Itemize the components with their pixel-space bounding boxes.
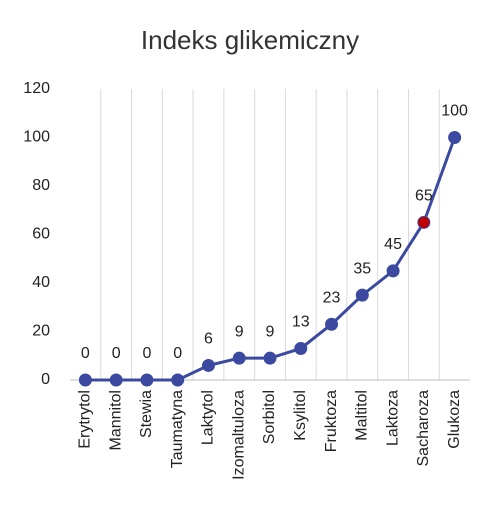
marker [201,358,215,372]
data-label: 6 [204,331,213,348]
marker [171,373,185,387]
data-label: 0 [81,345,90,362]
y-tick-label: 60 [32,226,50,243]
y-tick-label: 40 [32,274,50,291]
x-tick-label: Taumatyna [169,390,186,468]
data-label: 13 [292,314,310,331]
marker [78,373,92,387]
data-label: 0 [173,345,182,362]
y-tick-label: 100 [23,129,50,146]
x-tick-label: Izomaltuloza [230,390,247,480]
marker [325,317,339,331]
x-tick-label: Laktoza [384,390,401,446]
data-label: 100 [441,103,468,120]
marker [109,373,123,387]
x-tick-label: Stewia [138,390,155,438]
y-tick-label: 120 [23,80,50,97]
data-label: 65 [415,188,433,205]
data-label: 0 [112,345,121,362]
x-tick-label: Erytrytol [77,390,94,449]
x-tick-label: Glukoza [446,390,463,449]
x-tick-label: Laktytol [200,390,217,445]
data-label: 23 [323,289,341,306]
marker [232,351,246,365]
data-label: 35 [353,260,371,277]
data-label: 45 [384,236,402,253]
x-tick-label: Maltitol [354,390,371,441]
y-tick-label: 20 [32,323,50,340]
y-tick-label: 0 [41,371,50,388]
marker [294,341,308,355]
marker [355,288,369,302]
x-tick-label: Mannitol [107,390,124,450]
x-tick-label: Ksylitol [292,390,309,441]
data-label: 9 [235,323,244,340]
x-tick-label: Fruktoza [323,390,340,452]
marker [140,373,154,387]
x-tick-label: Sacharoza [415,390,432,467]
marker [263,351,277,365]
chart-title: Indeks glikemiczny [141,25,359,55]
marker [386,264,400,278]
data-label: 0 [142,345,151,362]
marker [448,131,462,144]
line [85,136,457,382]
data-label: 9 [266,323,275,340]
x-tick-label: Sorbitol [261,390,278,444]
marker [417,215,431,229]
y-tick-label: 80 [32,177,50,194]
